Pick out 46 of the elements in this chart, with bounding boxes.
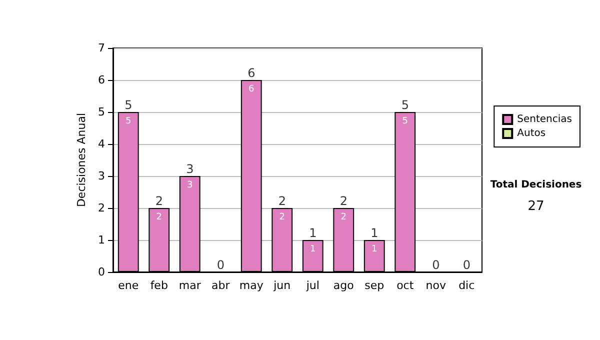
data-label: 5 [126, 116, 132, 126]
x-tick-label: dic [458, 279, 475, 292]
x-tick-label: mar [178, 279, 202, 292]
total-label: 6 [248, 66, 256, 80]
total-label: 2 [340, 194, 348, 208]
x-tick-label: may [239, 279, 264, 292]
total-label: 5 [124, 98, 132, 112]
x-tick-label: oct [396, 279, 414, 292]
text: 27 [528, 199, 544, 214]
y-tick-label: 2 [98, 202, 105, 214]
y-tick-label: 7 [98, 42, 105, 54]
data-label: 2 [340, 212, 346, 222]
total-label: 0 [432, 258, 440, 272]
x-tick-label: feb [150, 279, 168, 292]
data-label: 3 [187, 180, 193, 190]
total-label: 5 [401, 98, 409, 112]
x-tick-label: nov [426, 279, 446, 292]
data-label: 1 [372, 244, 378, 254]
y-tick-label: 5 [98, 106, 105, 118]
data-label: 2 [279, 212, 285, 222]
y-tick-label: 1 [98, 234, 105, 246]
total-label: 1 [370, 226, 378, 240]
total-label: 2 [278, 194, 286, 208]
x-tick-label: ene [118, 279, 139, 292]
data-label: 6 [248, 84, 255, 94]
total-label: 0 [462, 258, 470, 272]
data-label: 5 [402, 116, 408, 126]
x-tick-label: jul [305, 279, 320, 292]
x-tick-label: sep [364, 279, 384, 292]
total-label: 1 [309, 226, 317, 240]
x-tick-label: jun [272, 279, 291, 292]
text: Total Decisiones [490, 180, 582, 190]
y-tick-label: 0 [98, 266, 105, 278]
y-tick-label: 4 [98, 138, 105, 150]
x-tick-label: abr [212, 279, 230, 292]
total-label: 0 [216, 258, 224, 272]
legend-label: Sentencias [517, 114, 572, 125]
y-axis-title: Decisiones Anual [75, 112, 88, 208]
y-tick-label: 6 [98, 74, 105, 86]
total-label: 2 [155, 194, 163, 208]
data-label: 2 [156, 212, 162, 222]
data-label: 1 [310, 244, 316, 254]
y-tick-label: 3 [98, 170, 105, 182]
legend-label: Autos [517, 128, 546, 139]
x-tick-label: ago [333, 279, 354, 292]
total-label: 3 [186, 162, 194, 176]
